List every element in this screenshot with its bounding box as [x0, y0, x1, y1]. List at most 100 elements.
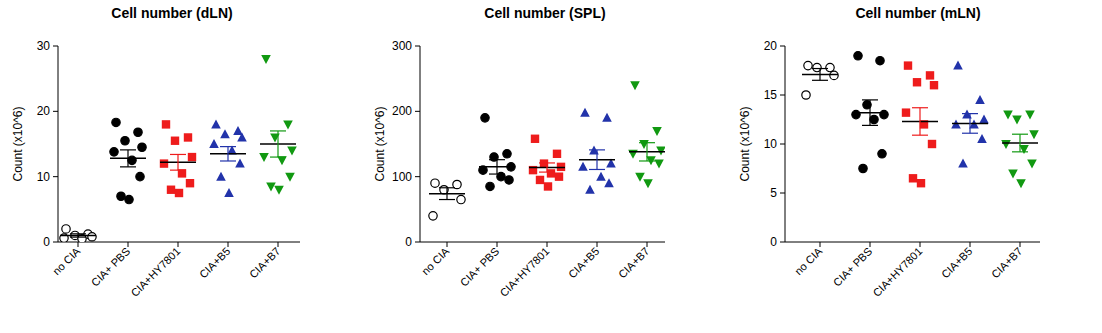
data-point — [285, 173, 295, 182]
x-tick — [647, 242, 648, 247]
data-point — [237, 132, 247, 141]
x-axis — [785, 242, 1040, 243]
data-point — [235, 159, 245, 168]
x-tick-label: no CIA — [419, 244, 452, 277]
y-tick — [415, 242, 420, 243]
data-point — [656, 147, 665, 156]
error-bar — [1019, 134, 1020, 152]
data-point — [930, 81, 938, 89]
error-bar — [819, 69, 820, 81]
data-point — [171, 137, 179, 145]
error-cap — [862, 99, 878, 100]
data-point — [1019, 145, 1029, 154]
data-point — [211, 119, 221, 128]
data-point — [505, 176, 513, 184]
data-point — [1025, 111, 1035, 120]
data-point — [585, 185, 595, 194]
plot-area — [802, 52, 1039, 189]
y-axis — [420, 46, 421, 242]
x-tick-label: no CIA — [50, 244, 83, 277]
error-cap — [489, 159, 505, 160]
error-bar — [646, 143, 647, 161]
data-point — [457, 195, 465, 203]
error-cap — [812, 80, 828, 81]
y-axis-label: Count (x10^6) — [373, 106, 387, 181]
data-point — [134, 128, 142, 136]
data-point — [643, 179, 653, 188]
x-tick — [178, 242, 179, 247]
error-cap — [70, 233, 86, 234]
data-point — [431, 179, 439, 187]
data-point — [277, 156, 287, 165]
error-bar — [127, 150, 128, 167]
data-point — [555, 172, 563, 180]
data-point — [429, 212, 437, 220]
data-point — [186, 179, 194, 187]
error-cap — [120, 149, 136, 150]
x-tick-label: CIA+HY7801 — [128, 245, 182, 299]
data-point — [979, 115, 989, 124]
y-tick — [780, 95, 785, 96]
error-bar — [177, 154, 178, 170]
data-point — [904, 61, 912, 69]
y-tick-label: 20 — [37, 104, 51, 118]
data-point — [266, 182, 276, 191]
x-tick-label: no CIA — [792, 244, 825, 277]
x-tick — [597, 242, 598, 247]
error-cap — [120, 166, 136, 167]
data-point — [977, 134, 987, 143]
error-cap — [589, 149, 605, 150]
data-point — [287, 147, 297, 156]
error-cap — [170, 154, 186, 155]
y-tick-label: 10 — [37, 170, 51, 184]
error-cap — [270, 130, 286, 131]
y-tick — [780, 193, 785, 194]
data-point — [261, 55, 271, 64]
y-tick — [53, 46, 58, 47]
y-tick-label: 10 — [764, 137, 778, 151]
y-tick — [780, 46, 785, 47]
data-point — [125, 195, 133, 203]
data-point — [578, 162, 588, 171]
x-tick-label: CIA+ PBS — [831, 245, 875, 289]
data-point — [209, 139, 219, 148]
data-point — [580, 108, 590, 117]
x-tick-label: CIA+ PBS — [89, 245, 133, 289]
data-point — [909, 174, 917, 182]
data-point — [958, 159, 968, 168]
y-tick-label: 0 — [43, 235, 50, 249]
y-tick-label: 0 — [405, 235, 412, 249]
data-point — [1001, 140, 1011, 149]
title: Cell number (mLN) — [855, 5, 980, 21]
error-bar — [227, 147, 228, 161]
y-tick-label: 5 — [770, 186, 777, 200]
data-point — [1016, 179, 1026, 188]
x-tick-label: CIA+B5 — [939, 245, 975, 281]
data-point — [503, 150, 511, 158]
data-point — [128, 156, 136, 164]
data-point — [859, 164, 867, 172]
error-bar — [496, 160, 497, 174]
x-axis — [58, 242, 300, 243]
data-point — [117, 192, 125, 200]
x-axis — [420, 242, 665, 243]
x-tick-label: CIA+HY7801 — [497, 245, 551, 299]
x-tick — [820, 242, 821, 247]
error-cap — [962, 133, 978, 134]
data-point — [975, 95, 985, 104]
data-point — [184, 133, 192, 141]
error-bar — [277, 131, 278, 157]
data-point — [830, 71, 838, 79]
title: Cell number (dLN) — [111, 5, 232, 21]
data-point — [175, 189, 183, 197]
error-cap — [539, 171, 555, 172]
error-bar — [869, 100, 870, 125]
error-cap — [270, 156, 286, 157]
data-point — [88, 233, 96, 241]
y-tick — [415, 46, 420, 47]
x-tick-label: CIA+ PBS — [458, 245, 502, 289]
x-tick — [278, 242, 279, 247]
data-point — [870, 115, 878, 123]
error-cap — [589, 169, 605, 170]
data-point — [1008, 169, 1018, 178]
